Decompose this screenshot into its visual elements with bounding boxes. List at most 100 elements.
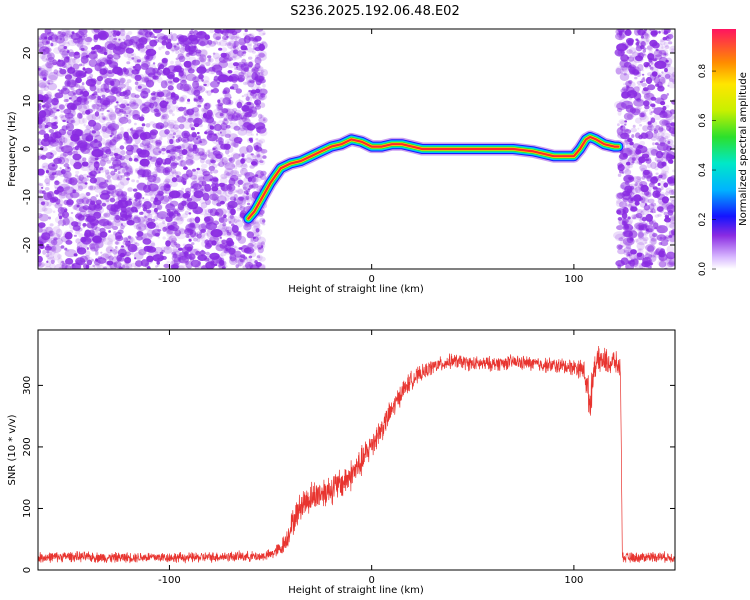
noise-speck	[213, 263, 218, 267]
noise-speck	[199, 54, 207, 63]
noise-speck	[669, 263, 675, 267]
noise-speck	[53, 237, 58, 241]
noise-speck	[89, 84, 97, 92]
noise-speck	[626, 49, 633, 54]
noise-speck	[134, 81, 139, 85]
noise-speck	[75, 230, 80, 235]
noise-speck	[39, 53, 46, 60]
noise-speck	[644, 241, 648, 244]
noise-speck	[195, 250, 201, 256]
noise-speck	[86, 108, 91, 112]
noise-speck	[662, 52, 669, 57]
noise-speck	[659, 192, 665, 197]
noise-speck	[236, 219, 241, 222]
noise-speck	[228, 221, 232, 224]
noise-speck	[71, 263, 75, 267]
noise-speck	[63, 46, 68, 49]
noise-speck	[240, 158, 245, 164]
noise-speck	[215, 143, 225, 151]
noise-speck	[258, 247, 262, 250]
noise-speck	[153, 207, 158, 213]
noise-speck	[193, 248, 200, 254]
noise-speck	[233, 218, 238, 224]
noise-speck	[188, 238, 192, 242]
noise-speck	[161, 110, 168, 118]
noise-speck	[253, 242, 264, 250]
noise-speck	[168, 160, 178, 167]
noise-speck	[42, 249, 47, 255]
noise-speck	[669, 144, 675, 151]
noise-speck	[152, 123, 161, 129]
noise-speck	[141, 174, 145, 178]
noise-speck	[80, 47, 85, 51]
noise-speck	[125, 34, 131, 41]
noise-speck	[59, 114, 65, 119]
noise-speck	[42, 33, 47, 39]
noise-speck	[38, 262, 44, 269]
noise-speck	[202, 115, 209, 123]
noise-speck	[65, 166, 71, 173]
noise-speck	[665, 114, 675, 121]
noise-speck	[145, 55, 150, 60]
noise-speck	[67, 179, 73, 185]
noise-speck	[82, 67, 86, 71]
noise-speck	[162, 236, 166, 240]
noise-speck	[112, 30, 117, 33]
noise-speck	[155, 212, 159, 215]
noise-speck	[39, 153, 46, 158]
noise-speck	[255, 102, 260, 108]
noise-speck	[105, 197, 110, 203]
noise-speck	[242, 182, 253, 191]
noise-speck	[67, 151, 73, 156]
noise-speck	[134, 257, 137, 260]
noise-speck	[64, 30, 70, 36]
noise-speck	[46, 250, 50, 254]
noise-speck	[131, 138, 135, 141]
noise-speck	[218, 217, 228, 224]
noise-speck	[252, 231, 260, 239]
noise-speck	[204, 183, 212, 192]
noise-speck	[255, 262, 262, 267]
noise-speck	[93, 36, 98, 43]
noise-speck	[117, 131, 125, 140]
noise-speck	[156, 264, 160, 267]
noise-speck	[186, 153, 190, 157]
noise-speck	[255, 88, 261, 94]
noise-speck	[171, 113, 175, 117]
noise-speck	[650, 66, 654, 71]
noise-speck	[172, 170, 179, 179]
noise-speck	[238, 66, 244, 72]
noise-speck	[205, 61, 211, 67]
ridge-band-6	[247, 135, 620, 220]
noise-speck	[125, 265, 130, 269]
noise-speck	[65, 216, 74, 225]
noise-speck	[643, 92, 655, 100]
noise-speck	[105, 194, 112, 200]
noise-speck	[666, 217, 670, 220]
noise-speck	[165, 50, 170, 56]
noise-speck	[239, 204, 243, 208]
noise-speck	[119, 177, 130, 186]
noise-speck	[101, 72, 108, 79]
noise-speck	[660, 240, 669, 247]
noise-speck	[665, 191, 669, 196]
snr-panel: -100 0 100 0 100 200 300 Height of straight l…	[7, 329, 676, 596]
noise-speck	[175, 156, 181, 161]
noise-speck	[654, 97, 665, 104]
snr-x-axis-label: Height of straight line (km)	[288, 585, 424, 596]
noise-speck	[95, 258, 99, 262]
noise-speck	[105, 159, 112, 164]
noise-speck	[166, 88, 175, 94]
noise-speck	[246, 101, 252, 106]
noise-speck	[136, 71, 139, 75]
noise-speck	[60, 207, 68, 213]
noise-speck	[118, 116, 129, 124]
noise-speck	[238, 71, 245, 78]
noise-speck	[243, 67, 249, 72]
noise-speck	[209, 188, 212, 191]
noise-speck	[262, 219, 266, 223]
noise-speck	[194, 216, 201, 224]
noise-speck	[38, 152, 42, 158]
noise-speck	[228, 50, 239, 59]
